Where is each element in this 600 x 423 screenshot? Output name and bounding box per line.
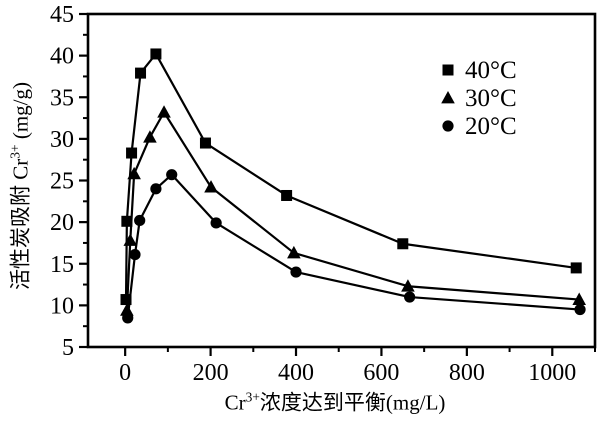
data-point-triangle: [204, 180, 218, 193]
legend-label: 40°C: [465, 57, 517, 84]
y-tick-label: 35: [50, 85, 74, 111]
legend-marker-circle: [442, 120, 454, 132]
legend-marker-square: [442, 64, 454, 76]
series-40°C: [120, 48, 582, 306]
data-point-triangle: [143, 130, 157, 143]
y-axis: 5 10 15 20 25 30 35 40 45: [50, 2, 88, 361]
data-point-circle: [134, 214, 146, 227]
x-axis-title-superscript: 3+: [245, 389, 260, 405]
y-axis-title-prefix: 活性炭吸附 Cr: [8, 158, 33, 290]
x-tick-label: 400: [278, 360, 314, 386]
data-point-square: [150, 48, 162, 60]
x-tick-label: 0: [119, 360, 131, 386]
data-point-circle: [574, 303, 586, 316]
x-axis-title: Cr3+浓度达到平衡(mg/L): [224, 389, 446, 415]
y-axis-title: 活性炭吸附 Cr3+ (mg/g): [7, 82, 33, 290]
legend-label: 30°C: [465, 85, 517, 112]
series-20°C: [122, 169, 586, 324]
y-tick-label: 30: [50, 127, 74, 153]
legend: 40°C30°C20°C: [441, 57, 517, 140]
data-point-circle: [404, 291, 416, 303]
data-point-circle: [210, 217, 222, 229]
legend-item: 40°C: [442, 57, 517, 84]
y-tick-label: 45: [50, 2, 74, 28]
data-point-square: [135, 67, 147, 79]
data-point-triangle: [120, 303, 134, 316]
data-point-triangle: [287, 245, 301, 259]
data-point-circle: [122, 312, 134, 324]
legend-item: 20°C: [442, 113, 517, 140]
y-tick-label: 10: [50, 293, 74, 319]
data-point-square: [126, 147, 138, 159]
data-point-triangle: [572, 292, 586, 305]
x-tick-label: 1000: [528, 360, 576, 386]
legend-label: 20°C: [465, 113, 517, 140]
data-point-square: [120, 294, 132, 306]
legend-item: 30°C: [441, 85, 517, 112]
data-point-triangle: [123, 233, 138, 246]
y-tick-label: 25: [50, 169, 74, 195]
series-30°C: [120, 105, 586, 316]
data-point-circle: [166, 169, 178, 181]
data-point-square: [397, 238, 409, 250]
data-point-square: [570, 262, 582, 274]
data-point-circle: [150, 183, 162, 195]
y-axis-title-superscript: 3+: [7, 144, 23, 159]
data-point-circle: [290, 266, 302, 278]
x-axis-title-prefix: Cr: [224, 390, 246, 415]
legend-marker-triangle: [441, 91, 455, 104]
data-point-triangle: [127, 166, 141, 180]
data-point-square: [121, 215, 133, 227]
y-tick-label: 20: [50, 210, 74, 236]
x-tick-label: 200: [193, 360, 229, 386]
data-point-square: [281, 189, 293, 201]
data-point-square: [199, 137, 211, 149]
y-tick-label: 5: [62, 335, 74, 361]
y-tick-label: 15: [50, 252, 74, 278]
series-line: [125, 111, 580, 311]
x-tick-label: 800: [449, 360, 485, 386]
y-tick-label: 40: [50, 44, 74, 70]
x-tick-label: 600: [363, 360, 399, 386]
data-point-triangle: [157, 105, 171, 118]
x-axis-title-suffix: 浓度达到平衡(mg/L): [259, 390, 446, 415]
data-point-triangle: [401, 279, 415, 292]
series-line: [126, 173, 581, 318]
y-axis-title-suffix: (mg/g): [8, 82, 33, 145]
data-point-circle: [129, 248, 141, 261]
x-axis: 0 200 400 600 800 1000: [119, 347, 596, 386]
